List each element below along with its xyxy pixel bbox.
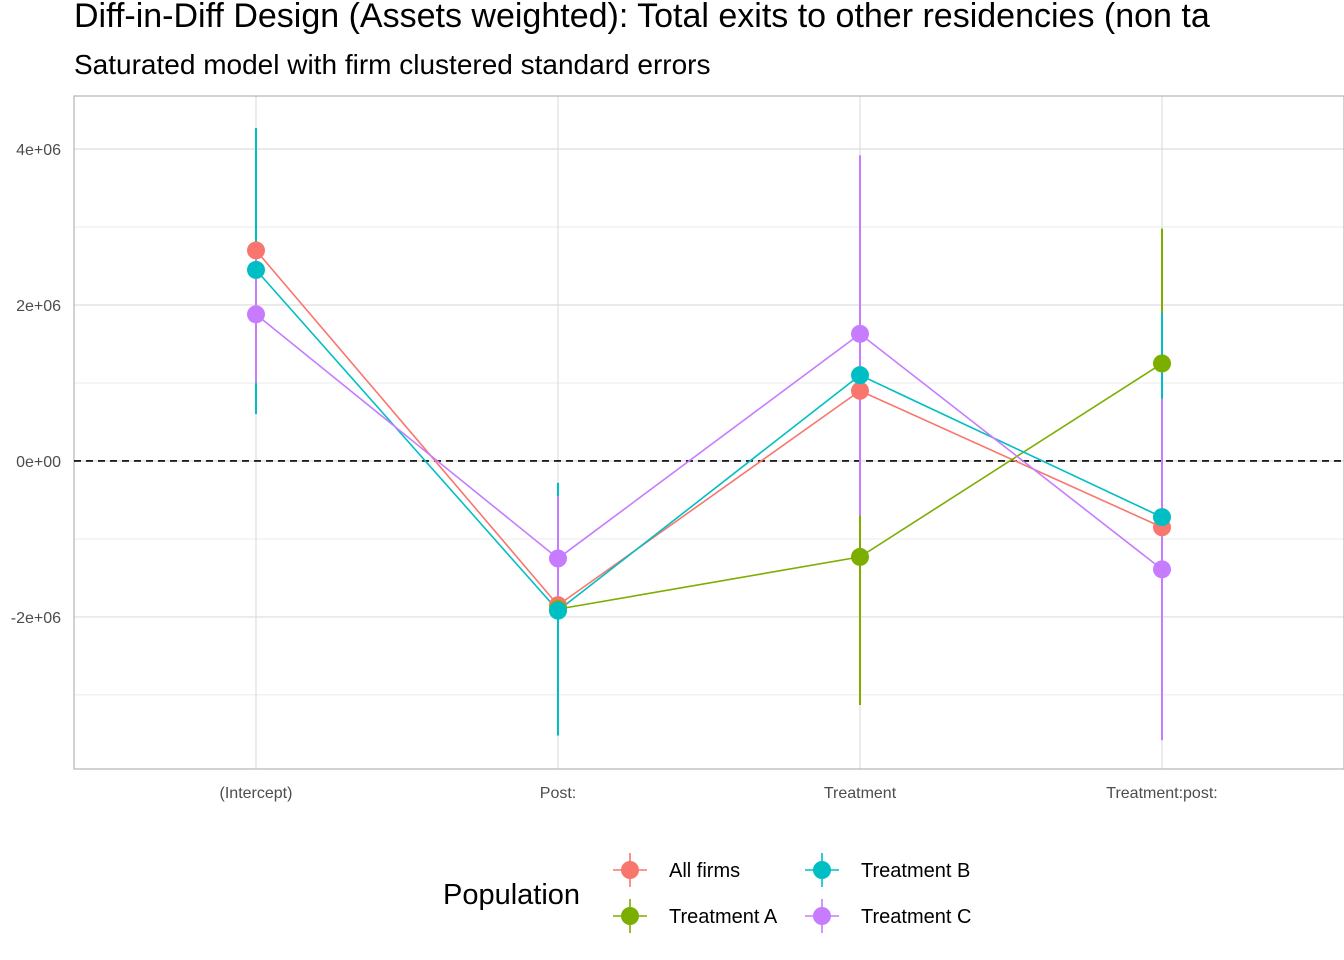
x-tick-label: (Intercept) [220,785,293,802]
legend-label: All firms [669,860,740,882]
y-tick-label: 4e+06 [16,142,61,159]
x-tick-label: Post: [540,785,576,802]
data-point [851,381,869,400]
legend-key-point [813,907,831,925]
legend-item: Treatment A [613,899,778,933]
legend-label: Treatment C [861,906,971,928]
x-tick-label: Treatment:post: [1106,785,1217,802]
legend-item: Treatment B [805,853,970,887]
x-tick-label: Treatment [824,785,897,802]
legend-key-point [813,861,831,879]
legend-key-point [621,861,639,879]
legend-item: Treatment C [805,899,971,933]
plot-panel: -2e+06 0e+00 2e+06 4e+06 (Intercept) Post: Tre… [11,95,1344,802]
legend-label: Treatment B [861,860,970,882]
chart-title: Diff-in-Diff Design (Assets weighted): T… [74,0,1210,35]
legend-item: All firms [613,853,740,887]
panel-border [73,95,1344,770]
series-line [255,313,1163,570]
y-tick-label: -2e+06 [11,610,61,627]
legend: Population All firms Treatment A Treatment… [443,853,971,933]
data-point [851,547,869,566]
legend-title: Population [443,879,580,911]
data-point [247,241,265,260]
data-point [1153,560,1171,579]
data-point [549,601,567,620]
data-point [1153,354,1171,373]
data-point [549,549,567,568]
data-point [1153,508,1171,527]
data-point [851,324,869,343]
data-point [851,366,869,385]
legend-label: Treatment A [669,906,778,928]
series-line [255,269,1163,612]
y-tick-label: 2e+06 [16,298,61,315]
legend-key-point [621,907,639,925]
data-point [247,305,265,324]
y-tick-label: 0e+00 [16,454,61,471]
series-line [255,249,1163,607]
chart-subtitle: Saturated model with firm clustered stan… [74,49,711,80]
data-point [247,260,265,279]
